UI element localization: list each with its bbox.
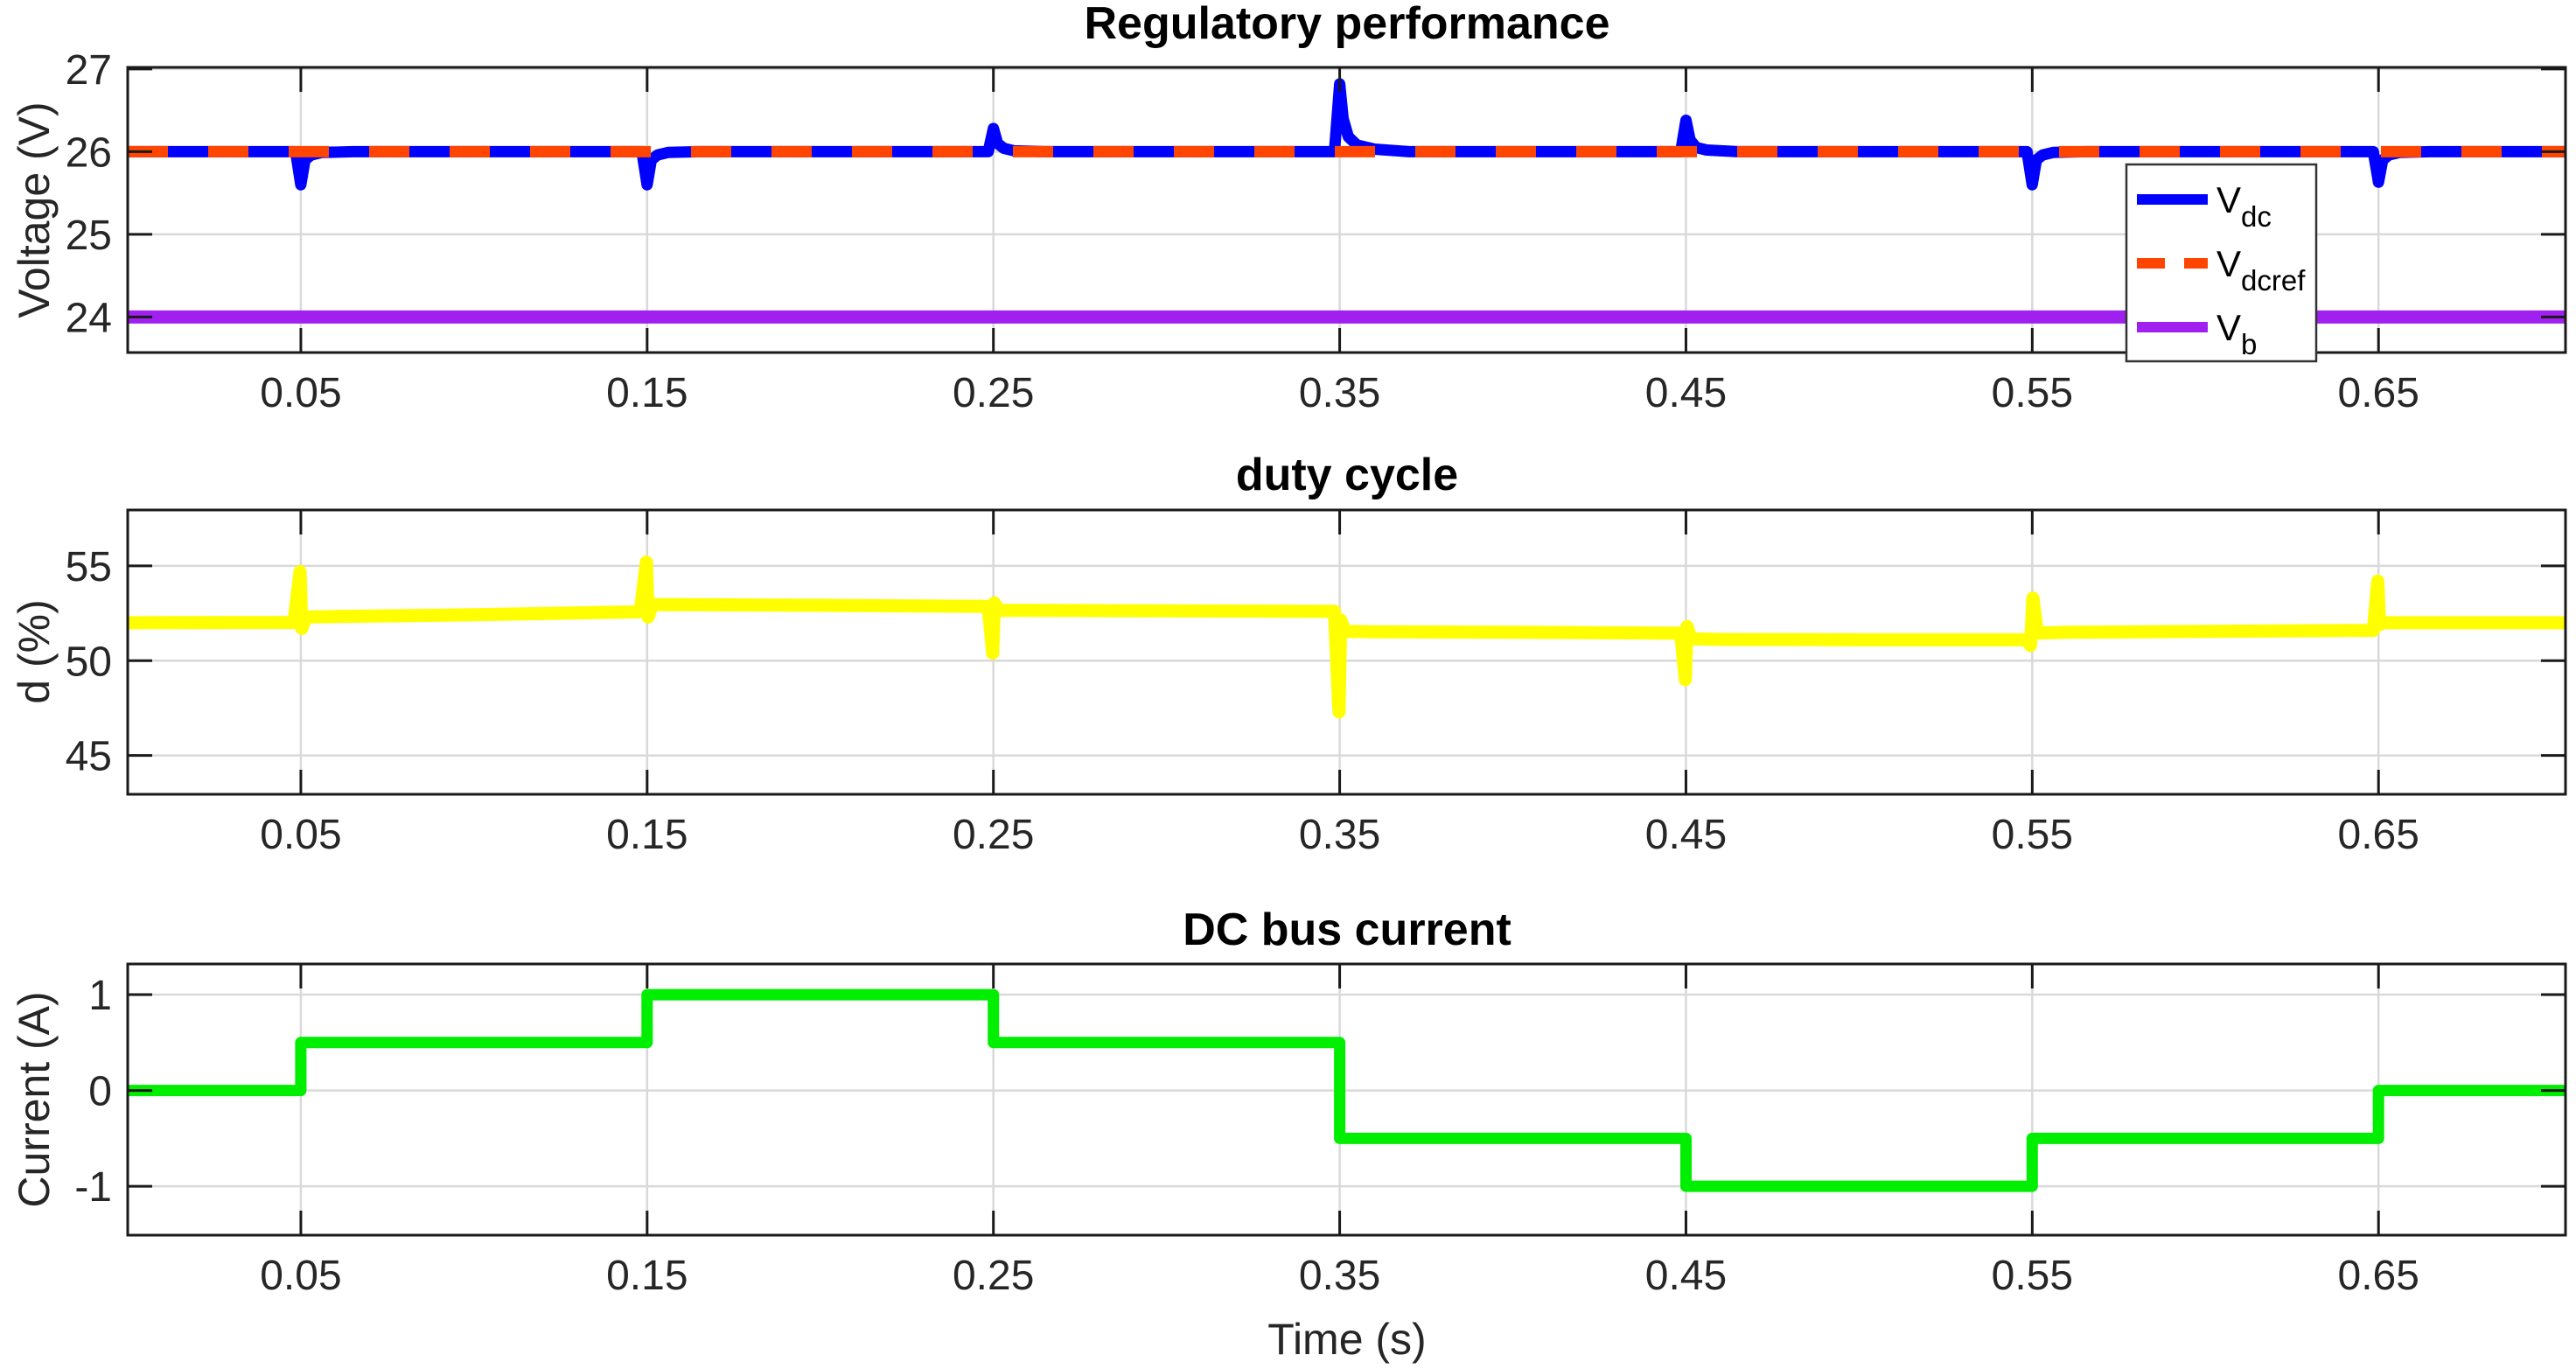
axes-frame (126, 508, 2567, 796)
legend-entry-subscript: b (2241, 328, 2257, 360)
x-tick-label: 0.15 (606, 812, 688, 858)
x-tick-label: 0.35 (1299, 370, 1380, 416)
y-tick-label: -1 (74, 1164, 112, 1211)
x-tick-label: 0.45 (1645, 1253, 1727, 1299)
x-axis-label: Time (s) (1267, 1315, 1426, 1364)
x-tick-label: 0.35 (1299, 812, 1380, 858)
y-tick-label: 26 (66, 129, 112, 176)
x-tick-label: 0.45 (1645, 370, 1727, 416)
x-tick-label: 0.15 (606, 370, 688, 416)
y-tick-label: 0 (88, 1069, 112, 1115)
axes-frame (126, 66, 2567, 354)
series-d (127, 555, 2566, 719)
x-tick-label: 0.55 (1992, 812, 2073, 858)
y-tick-label: 55 (66, 544, 112, 590)
panel3-ylabel: Current (A) (10, 991, 59, 1207)
x-tick-label: 0.05 (260, 812, 341, 858)
x-tick-label: 0.15 (606, 1253, 688, 1299)
x-tick-label: 0.35 (1299, 1253, 1380, 1299)
panel2-title: duty cycle (1236, 450, 1458, 500)
x-tick-label: 0.05 (260, 370, 341, 416)
panel3-plot-area: 0.05 0.15 0.25 0.35 0.45 0.55 0.65 -1 0 1 (74, 962, 2567, 1299)
y-tick-label: 24 (66, 295, 112, 341)
x-tick-label: 0.05 (260, 1253, 341, 1299)
x-tick-label: 0.65 (2338, 812, 2419, 858)
x-tick-label: 0.25 (953, 1253, 1034, 1299)
axes-frame (126, 962, 2567, 1237)
x-tick-label: 0.55 (1992, 1253, 2073, 1299)
y-tick-label: 45 (66, 734, 112, 780)
legend-entry-subscript: dc (2241, 200, 2272, 233)
y-tick-label: 50 (66, 639, 112, 685)
y-tick-label: 27 (66, 47, 112, 94)
panel2-plot-area: 0.05 0.15 0.25 0.35 0.45 0.55 0.65 45 50 55 (66, 508, 2567, 858)
x-tick-label: 0.25 (953, 812, 1034, 858)
y-tick-label: 1 (88, 973, 112, 1019)
legend-entry-subscript: dcref (2241, 264, 2306, 297)
x-tick-label: 0.25 (953, 370, 1034, 416)
panel3-title: DC bus current (1183, 905, 1511, 955)
panel1-ylabel: Voltage (V) (10, 101, 59, 318)
panel2-ylabel: d (%) (10, 599, 59, 703)
panel1-title: Regulatory performance (1084, 0, 1609, 49)
x-tick-label: 0.55 (1992, 370, 2073, 416)
panel1-plot-area: 0.05 0.15 0.25 0.35 0.45 0.55 0.65 24 25 26 27 (66, 47, 2567, 416)
x-tick-label: 0.45 (1645, 812, 1727, 858)
y-tick-label: 25 (66, 213, 112, 259)
x-tick-label: 0.65 (2338, 1253, 2419, 1299)
series-I_dc (128, 988, 2566, 1192)
x-tick-label: 0.65 (2338, 370, 2419, 416)
